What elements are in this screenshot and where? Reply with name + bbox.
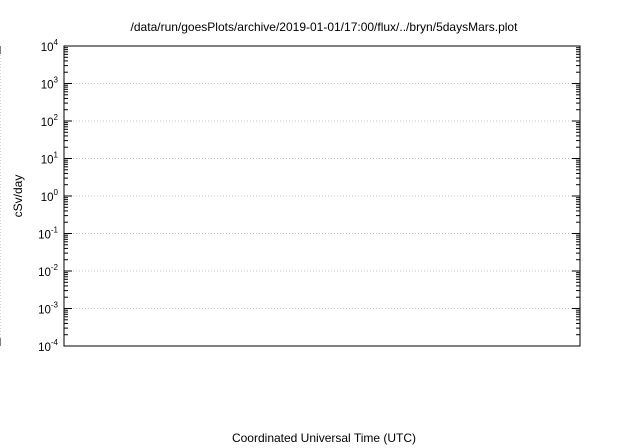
y-tick-label: 100: [41, 188, 59, 204]
y-axis-ticks: 10-4 10-3 10-2 10-1 100 101 102 103 104: [38, 38, 580, 354]
y-axis-label: cSv/day: [11, 175, 25, 218]
y-tick-label: 103: [41, 76, 59, 92]
y-tick-label: 104: [41, 38, 59, 54]
x-axis-label: Coordinated Universal Time (UTC): [232, 431, 416, 445]
y-tick-label: 10-3: [38, 301, 58, 317]
y-tick-label: 10-4: [38, 338, 58, 354]
y-tick-label: 10-1: [38, 226, 58, 242]
grid: [0, 46, 580, 346]
y-tick-label: 102: [41, 113, 59, 129]
y-tick-label: 10-2: [38, 263, 58, 279]
y-tick-label: 101: [41, 151, 59, 167]
chart-title: /data/run/goesPlots/archive/2019-01-01/1…: [131, 20, 519, 34]
